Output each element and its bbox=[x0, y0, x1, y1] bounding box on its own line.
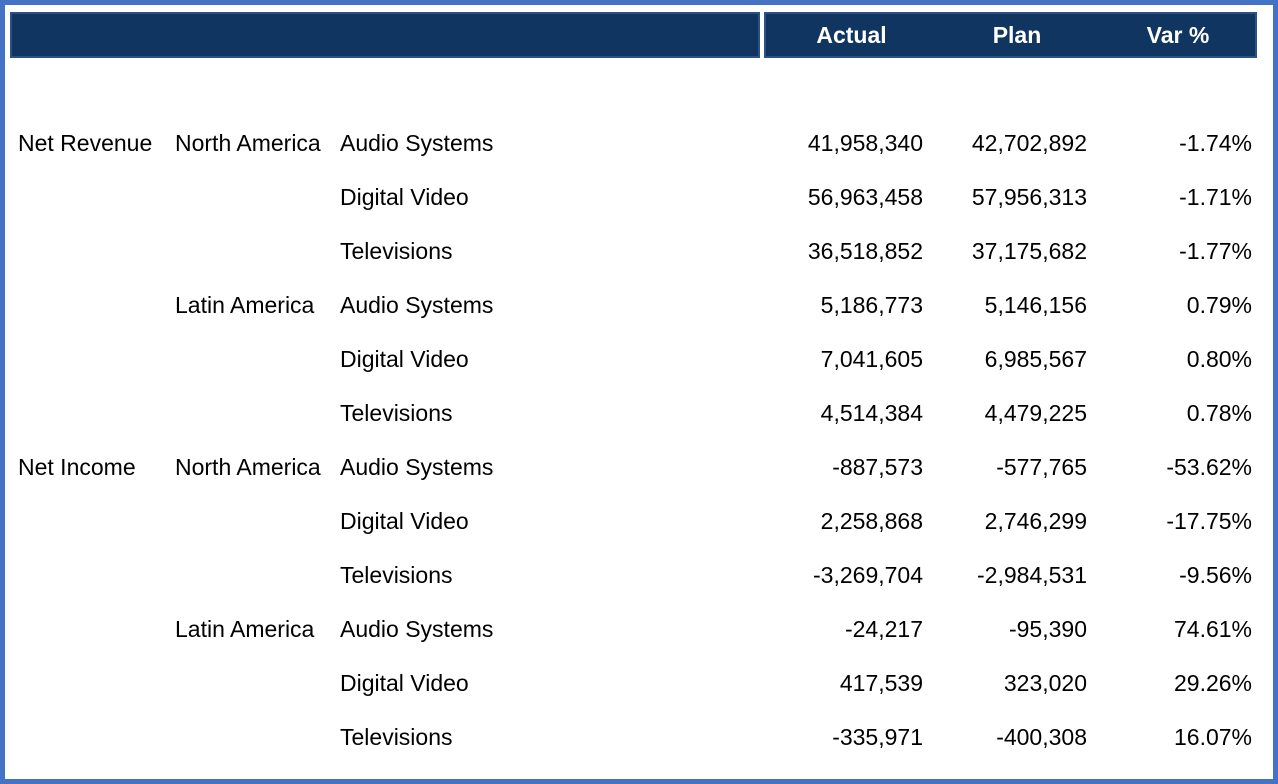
table-row: Latin America Audio Systems -24,217 -95,390… bbox=[10, 602, 1257, 656]
header-spacer-block bbox=[10, 12, 760, 58]
plan-cell: 37,175,682 bbox=[971, 237, 1087, 264]
product-cell: Digital Video bbox=[340, 669, 469, 696]
table-row: Digital Video 7,041,605 6,985,567 0.80% bbox=[10, 332, 1257, 386]
product-cell: Digital Video bbox=[340, 183, 469, 210]
actual-cell: -335,971 bbox=[832, 723, 923, 750]
region-cell: North America bbox=[175, 129, 321, 156]
product-cell: Audio Systems bbox=[340, 291, 494, 318]
plan-cell: 2,746,299 bbox=[984, 507, 1087, 534]
table-row: Digital Video 417,539 323,020 29.26% bbox=[10, 656, 1257, 710]
var-cell: -17.75% bbox=[1166, 507, 1252, 534]
table-row: Digital Video 2,258,868 2,746,299 -17.75% bbox=[10, 494, 1257, 548]
var-cell: -9.56% bbox=[1179, 561, 1252, 588]
var-cell: 29.26% bbox=[1173, 669, 1252, 696]
region-cell: Latin America bbox=[175, 615, 315, 642]
table-row: Latin America Audio Systems 5,186,773 5,146… bbox=[10, 278, 1257, 332]
var-cell: 74.61% bbox=[1173, 615, 1252, 642]
table-row: Net Revenue North America Audio Systems 41,… bbox=[10, 116, 1257, 170]
table-row: Televisions -335,971 -400,308 16.07% bbox=[10, 710, 1257, 764]
column-header-var-pct: Var % bbox=[1146, 21, 1210, 48]
measure-cell: Net Income bbox=[18, 453, 136, 480]
actual-cell: -3,269,704 bbox=[813, 561, 923, 588]
plan-cell: 6,985,567 bbox=[984, 345, 1087, 372]
region-cell: Latin America bbox=[175, 291, 315, 318]
table-row: Televisions 36,518,852 37,175,682 -1.77% bbox=[10, 224, 1257, 278]
plan-cell: -95,390 bbox=[1008, 615, 1087, 642]
plan-cell: 4,479,225 bbox=[984, 399, 1087, 426]
product-cell: Audio Systems bbox=[340, 129, 494, 156]
actual-cell: 5,186,773 bbox=[820, 291, 923, 318]
actual-cell: 41,958,340 bbox=[807, 129, 923, 156]
var-cell: 0.79% bbox=[1186, 291, 1252, 318]
column-header-plan: Plan bbox=[992, 21, 1042, 48]
product-cell: Televisions bbox=[340, 237, 453, 264]
plan-cell: -400,308 bbox=[996, 723, 1087, 750]
var-cell: 0.78% bbox=[1186, 399, 1252, 426]
actual-cell: 4,514,384 bbox=[820, 399, 923, 426]
column-header-actual: Actual bbox=[816, 21, 887, 48]
actual-cell: -24,217 bbox=[844, 615, 923, 642]
actual-cell: 2,258,868 bbox=[820, 507, 923, 534]
product-cell: Audio Systems bbox=[340, 615, 494, 642]
table-row: Net Income North America Audio Systems -887… bbox=[10, 440, 1257, 494]
actual-cell: 7,041,605 bbox=[820, 345, 923, 372]
var-cell: -1.77% bbox=[1179, 237, 1252, 264]
table-body: Net Revenue North America Audio Systems 41,… bbox=[10, 116, 1257, 764]
table-row: Televisions -3,269,704 -2,984,531 -9.56% bbox=[10, 548, 1257, 602]
product-cell: Televisions bbox=[340, 399, 453, 426]
table-row: Digital Video 56,963,458 57,956,313 -1.71% bbox=[10, 170, 1257, 224]
measure-cell: Net Revenue bbox=[18, 129, 153, 156]
product-cell: Televisions bbox=[340, 723, 453, 750]
table-row: Televisions 4,514,384 4,479,225 0.78% bbox=[10, 386, 1257, 440]
table-header-bar: Actual Plan Var % bbox=[10, 12, 1257, 58]
var-cell: 0.80% bbox=[1186, 345, 1252, 372]
var-cell: -1.71% bbox=[1179, 183, 1252, 210]
actual-cell: -887,573 bbox=[832, 453, 923, 480]
header-value-columns: Actual Plan Var % bbox=[764, 12, 1257, 58]
var-cell: -1.74% bbox=[1179, 129, 1252, 156]
plan-cell: -2,984,531 bbox=[977, 561, 1087, 588]
product-cell: Digital Video bbox=[340, 345, 469, 372]
var-cell: -53.62% bbox=[1166, 453, 1252, 480]
region-cell: North America bbox=[175, 453, 321, 480]
actual-cell: 36,518,852 bbox=[807, 237, 923, 264]
product-cell: Digital Video bbox=[340, 507, 469, 534]
actual-cell: 417,539 bbox=[839, 669, 923, 696]
product-cell: Televisions bbox=[340, 561, 453, 588]
actual-cell: 56,963,458 bbox=[807, 183, 923, 210]
plan-cell: 5,146,156 bbox=[984, 291, 1087, 318]
plan-cell: 323,020 bbox=[1003, 669, 1087, 696]
plan-cell: -577,765 bbox=[996, 453, 1087, 480]
plan-cell: 57,956,313 bbox=[971, 183, 1087, 210]
header-divider bbox=[760, 12, 764, 58]
product-cell: Audio Systems bbox=[340, 453, 494, 480]
plan-cell: 42,702,892 bbox=[971, 129, 1087, 156]
var-cell: 16.07% bbox=[1173, 723, 1252, 750]
